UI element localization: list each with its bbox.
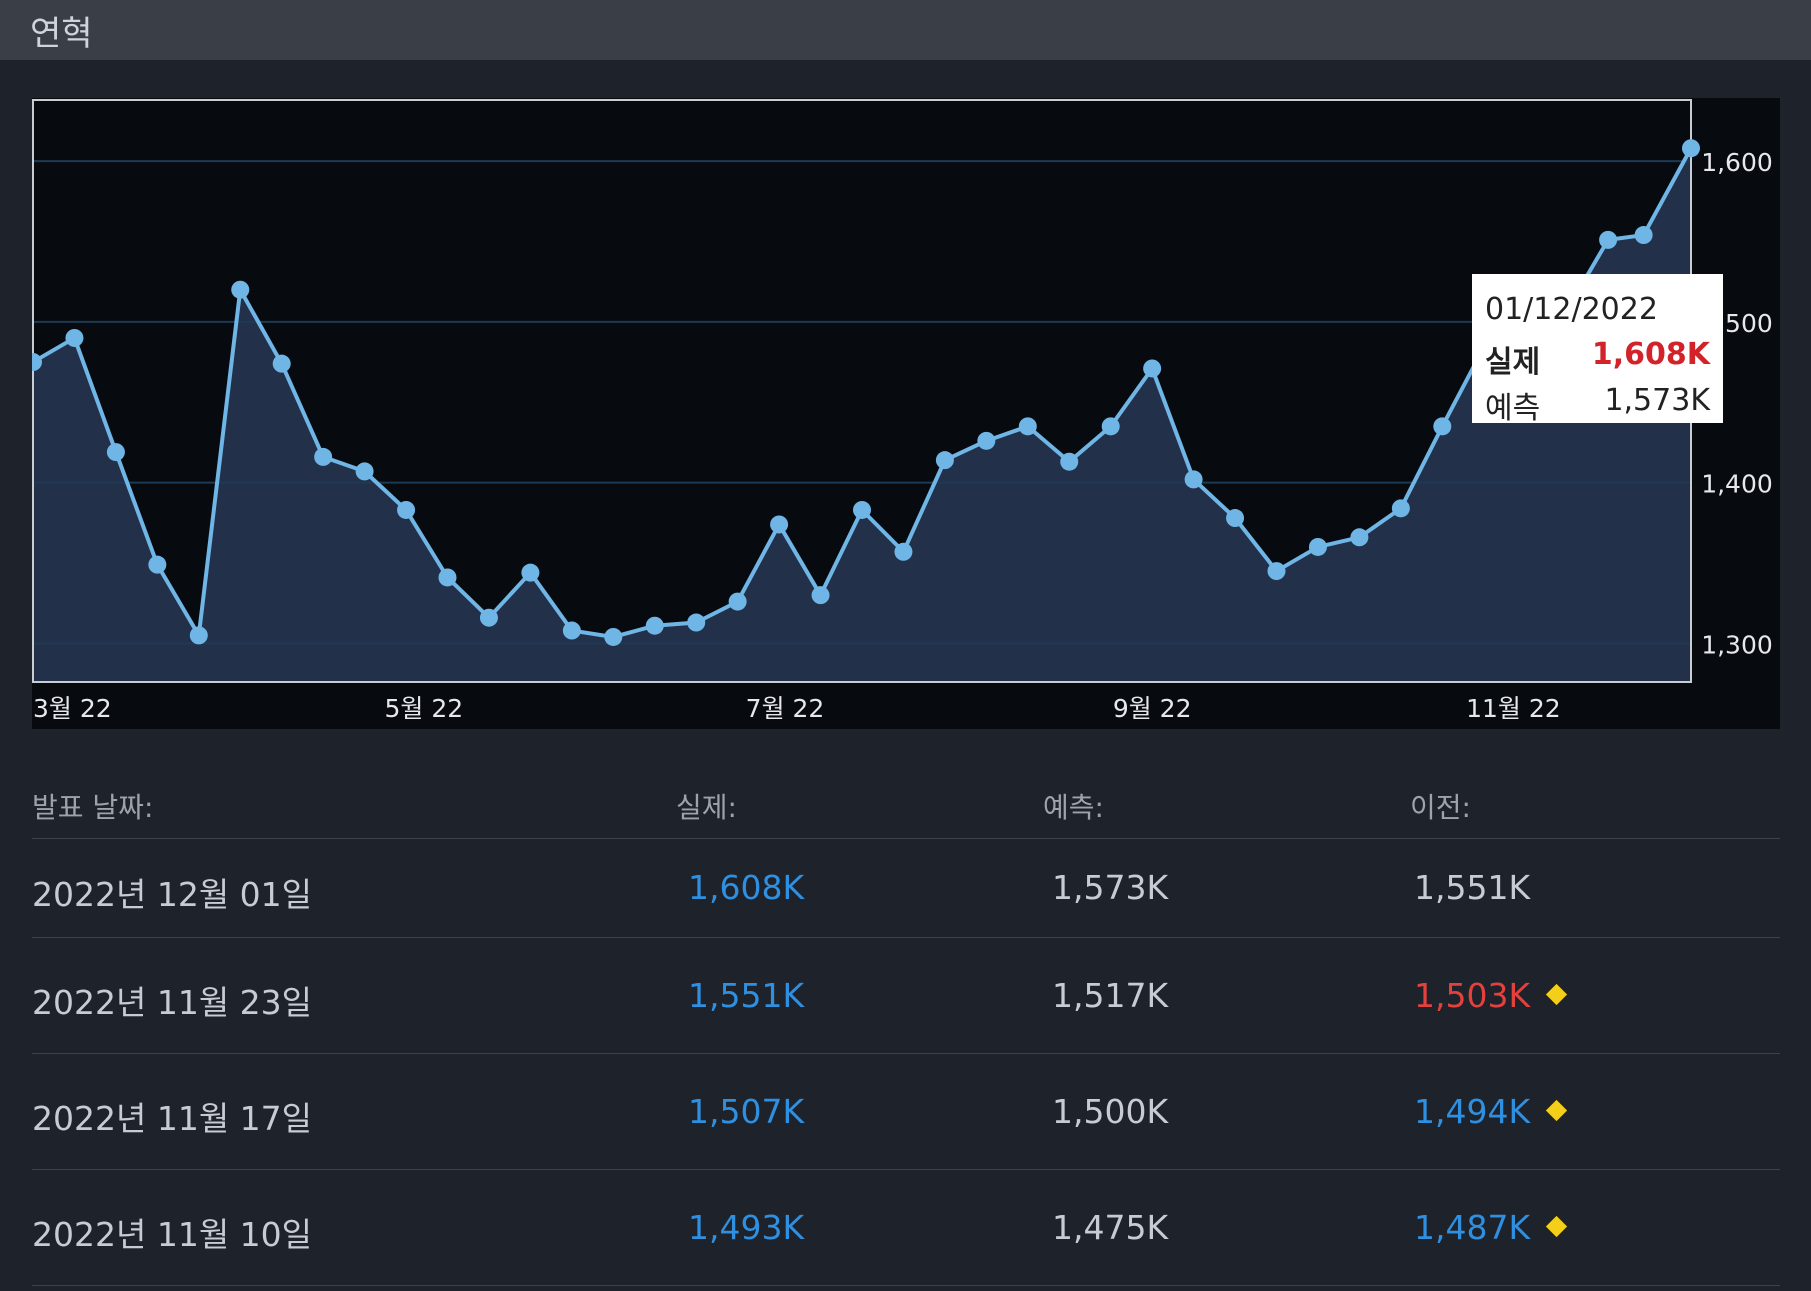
x-tick-label: 5월 22 [384,694,463,723]
data-point [1184,470,1203,489]
tooltip-forecast-value: 1,573K [1604,383,1710,418]
x-tick-label: 3월 22 [33,694,112,723]
tooltip-actual-value: 1,608K [1591,337,1710,372]
data-point [770,515,789,534]
data-point [438,568,457,587]
history-chart: 1,300 1,400 1,500 1,600 3월 22 5월 22 7월 22 9월 22… [32,98,1780,729]
release-date: 2022년 11월 10일 [32,1215,313,1254]
data-point [32,353,42,372]
row-divider [32,1169,1780,1170]
release-date: 2022년 11월 23일 [32,983,313,1022]
data-point [106,443,125,462]
forecast-value: 1,500K [1052,1092,1169,1131]
data-point [977,431,996,450]
section-header: 연혁 [0,0,1811,60]
data-point [1634,226,1653,245]
tooltip-actual-label: 실제 [1485,345,1541,380]
actual-value: 1,608K [688,868,805,907]
x-tick-label: 7월 22 [746,694,825,723]
data-point [1018,417,1037,436]
x-tick-label: 9월 22 [1113,694,1192,723]
data-point [355,462,374,481]
data-point [1267,562,1286,581]
previous-value: 1,487K [1414,1208,1531,1247]
data-point [604,627,623,646]
col-header-actual: 실제: [676,791,737,824]
data-point [272,354,291,373]
col-header-previous: 이전: [1410,791,1471,824]
row-divider [32,1285,1780,1286]
data-point [1682,139,1700,158]
data-point [1599,230,1618,249]
data-point [521,563,540,582]
tooltip-date: 01/12/2022 [1485,292,1658,327]
row-divider [32,1053,1780,1054]
y-tick-label: 1,300 [1701,630,1773,659]
x-tick-label: 11월 22 [1466,694,1561,723]
revised-diamond-icon [1545,1099,1568,1122]
data-point [1308,537,1327,556]
data-point [189,626,208,645]
forecast-value: 1,517K [1052,976,1169,1015]
row-divider [32,838,1780,839]
data-point [728,592,747,611]
data-point [562,621,581,640]
release-date: 2022년 11월 17일 [32,1099,313,1138]
data-point [853,500,871,519]
data-point [1433,417,1452,436]
row-divider [32,937,1780,938]
data-point [397,500,416,519]
actual-value: 1,493K [688,1208,805,1247]
revised-diamond-icon [1545,1215,1568,1238]
data-point [1226,509,1245,528]
data-point [811,586,830,605]
previous-value: 1,494K [1414,1092,1531,1131]
col-header-forecast: 예측: [1043,791,1104,824]
forecast-value: 1,475K [1052,1208,1169,1247]
actual-value: 1,507K [688,1092,805,1131]
data-point [1060,452,1079,471]
section-title: 연혁 [30,14,93,54]
y-tick-label: 1,400 [1701,470,1773,499]
data-point [148,555,167,574]
forecast-value: 1,573K [1052,868,1169,907]
data-point [479,608,498,627]
series-area [33,148,1691,682]
revised-diamond-icon [1545,983,1568,1006]
data-point [645,616,664,635]
chart-tooltip: 01/12/2022 실제 1,608K 예측 1,573K [1472,274,1723,426]
col-header-date: 발표 날짜: [32,791,154,824]
previous-value: 1,503K [1414,976,1531,1015]
data-point [314,447,333,466]
data-point [687,613,706,632]
data-point [894,542,913,561]
data-point [1101,417,1120,436]
release-date: 2022년 12월 01일 [32,875,313,914]
y-tick-label: 1,600 [1701,148,1773,177]
data-point [65,328,84,347]
data-point [1143,359,1162,378]
data-point [935,451,954,470]
actual-value: 1,551K [688,976,805,1015]
tooltip-forecast-label: 예측 [1485,391,1541,426]
data-point [231,280,250,299]
previous-value: 1,551K [1414,868,1531,907]
data-point [1391,499,1410,518]
data-point [1350,528,1369,547]
